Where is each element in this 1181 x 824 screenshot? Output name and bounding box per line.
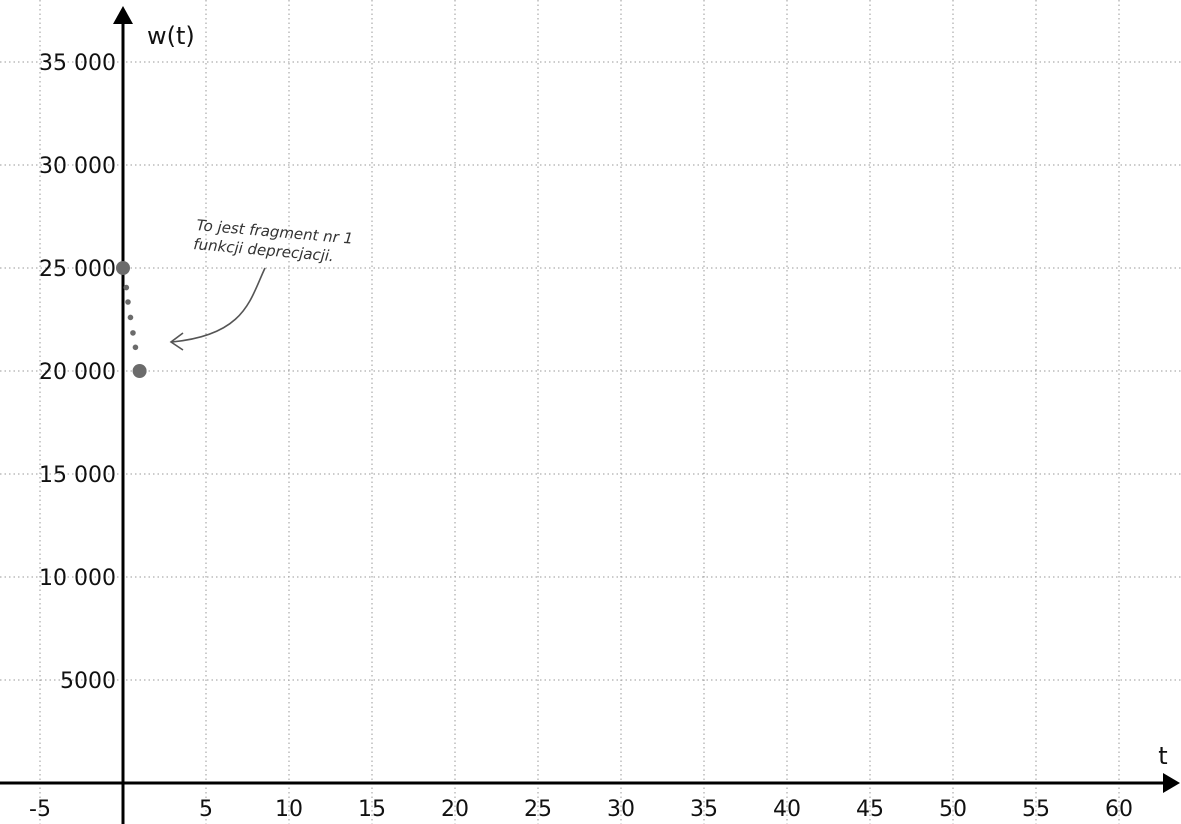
endpoint-marker xyxy=(132,364,147,378)
data-points xyxy=(116,261,147,378)
data-point xyxy=(130,330,136,336)
x-tick-label: 55 xyxy=(1022,797,1050,822)
y-tick-label: 25 000 xyxy=(39,257,116,282)
x-tick-label: 40 xyxy=(773,797,801,822)
x-tick-label: 10 xyxy=(275,797,303,822)
annotation: To jest fragment nr 1 funkcji deprecjacj… xyxy=(169,216,354,351)
data-point xyxy=(123,284,130,291)
endpoint-marker xyxy=(116,261,130,275)
x-tick-label: 15 xyxy=(358,797,386,822)
x-tick-label: 60 xyxy=(1105,797,1133,822)
y-axis-arrowhead xyxy=(113,6,133,24)
annotation-arrow xyxy=(171,267,266,343)
y-tick-label: 30 000 xyxy=(39,154,116,179)
x-tick-label: 25 xyxy=(524,797,552,822)
y-tick-label: 15 000 xyxy=(39,463,116,488)
data-point xyxy=(125,299,131,305)
data-point xyxy=(132,344,139,351)
x-tick-label: 30 xyxy=(607,797,635,822)
x-tick-label: 20 xyxy=(441,797,469,822)
x-tick-label: 5 xyxy=(199,797,213,822)
x-tick-label: 45 xyxy=(856,797,884,822)
x-tick-label: -5 xyxy=(29,797,51,822)
data-point xyxy=(127,314,134,321)
x-tick-label: 50 xyxy=(939,797,967,822)
y-axis-label: w(t) xyxy=(147,22,195,50)
x-tick-labels: -5 5 10 15 20 25 30 35 40 45 50 55 60 xyxy=(29,797,1133,822)
y-tick-labels: 5000 10 000 15 000 20 000 25 000 30 000 35 000 xyxy=(39,51,116,694)
y-tick-label: 35 000 xyxy=(39,51,116,76)
annotation-arrowhead xyxy=(169,332,184,351)
x-axis-label: t xyxy=(1158,742,1167,770)
y-tick-label: 20 000 xyxy=(39,360,116,385)
x-axis-arrowhead xyxy=(1163,773,1180,793)
axes xyxy=(0,6,1180,824)
y-tick-label: 10 000 xyxy=(39,566,116,591)
x-tick-label: 35 xyxy=(690,797,718,822)
y-tick-label: 5000 xyxy=(60,669,116,694)
